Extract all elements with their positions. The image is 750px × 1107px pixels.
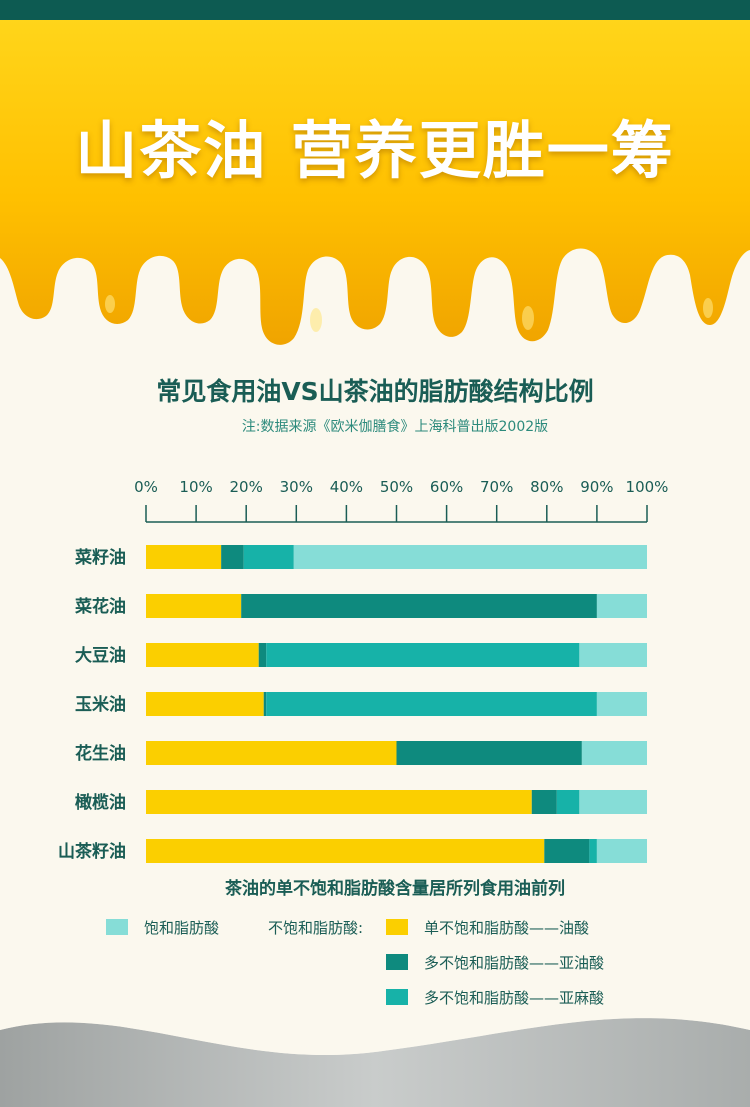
bar-segment-linolenic	[243, 545, 294, 569]
legend-swatch-mono	[386, 919, 408, 935]
x-tick-label: 30%	[280, 478, 313, 496]
bar-segment-linoleic	[396, 741, 582, 765]
bar-segment-linolenic	[266, 692, 597, 716]
legend-swatch-saturated	[106, 919, 128, 935]
bar-segment-linoleic	[531, 790, 557, 814]
bar-segment-linoleic	[258, 643, 267, 667]
bar-segment-linoleic	[263, 692, 267, 716]
source-note: 注:数据来源《欧米伽膳食》上海科普出版2002版	[241, 419, 549, 435]
bottom-wave	[0, 1010, 750, 1107]
legend-swatch-linolenic	[386, 989, 408, 1005]
chart-title: 常见食用油VS山茶油的脂肪酸结构比例	[156, 377, 594, 406]
category-label: 玉米油	[75, 694, 126, 715]
bar-segment-linolenic	[556, 790, 580, 814]
chart-caption: 茶油的单不饱和脂肪酸含量居所列食用油前列	[225, 879, 565, 899]
bar-segment-mono	[146, 692, 264, 716]
legend-label-unsaturated: 不饱和脂肪酸:	[268, 919, 364, 937]
top-strip	[0, 0, 750, 20]
x-tick-label: 70%	[480, 478, 513, 496]
legend-label-linoleic: 多不饱和脂肪酸——亚油酸	[424, 954, 605, 972]
bar-segment-saturated	[579, 790, 647, 814]
category-label: 山茶籽油	[58, 841, 126, 862]
legend-label-mono: 单不饱和脂肪酸——油酸	[424, 919, 590, 937]
category-label: 大豆油	[75, 645, 126, 666]
bar-segment-mono	[146, 594, 242, 618]
bar-segment-linolenic	[266, 643, 580, 667]
x-tick-label: 20%	[230, 478, 263, 496]
x-tick-label: 50%	[380, 478, 413, 496]
x-tick-label: 60%	[430, 478, 463, 496]
x-tick-label: 90%	[580, 478, 613, 496]
category-label: 花生油	[75, 743, 126, 764]
bar-segment-linoleic	[221, 545, 244, 569]
stacked-bar-chart: 0% 10% 20% 30% 40% 50% 60% 70% 80% 90% 100% 菜籽油菜花油大…	[58, 478, 669, 863]
category-label: 橄榄油	[75, 792, 126, 813]
legend-swatch-linoleic	[386, 954, 408, 970]
page-title: 山茶油 营养更胜一筹	[75, 114, 675, 187]
legend-label-linolenic: 多不饱和脂肪酸——亚麻酸	[424, 989, 605, 1007]
x-tick-label: 10%	[179, 478, 212, 496]
bar-segment-saturated	[596, 839, 647, 863]
bar-segment-mono	[146, 839, 545, 863]
x-tick-label: 80%	[530, 478, 563, 496]
bar-segment-saturated	[596, 594, 647, 618]
category-label: 菜籽油	[74, 547, 126, 568]
x-tick-label: 100%	[626, 478, 669, 496]
x-tick-label: 40%	[330, 478, 363, 496]
bar-segment-saturated	[581, 741, 647, 765]
bar-segment-mono	[146, 790, 532, 814]
bar-segment-linoleic	[544, 839, 590, 863]
legend-label-saturated: 饱和脂肪酸	[144, 919, 220, 937]
bar-segment-saturated	[596, 692, 647, 716]
bar-segment-mono	[146, 741, 397, 765]
bar-segment-saturated	[579, 643, 647, 667]
category-label: 菜花油	[74, 596, 126, 617]
dripping-oil-banner	[0, 20, 750, 345]
bar-segment-mono	[146, 643, 259, 667]
bar-segment-linoleic	[241, 594, 597, 618]
bar-segment-saturated	[293, 545, 647, 569]
bar-segment-linolenic	[589, 839, 597, 863]
x-tick-label: 0%	[134, 478, 158, 496]
bar-segment-mono	[146, 545, 222, 569]
